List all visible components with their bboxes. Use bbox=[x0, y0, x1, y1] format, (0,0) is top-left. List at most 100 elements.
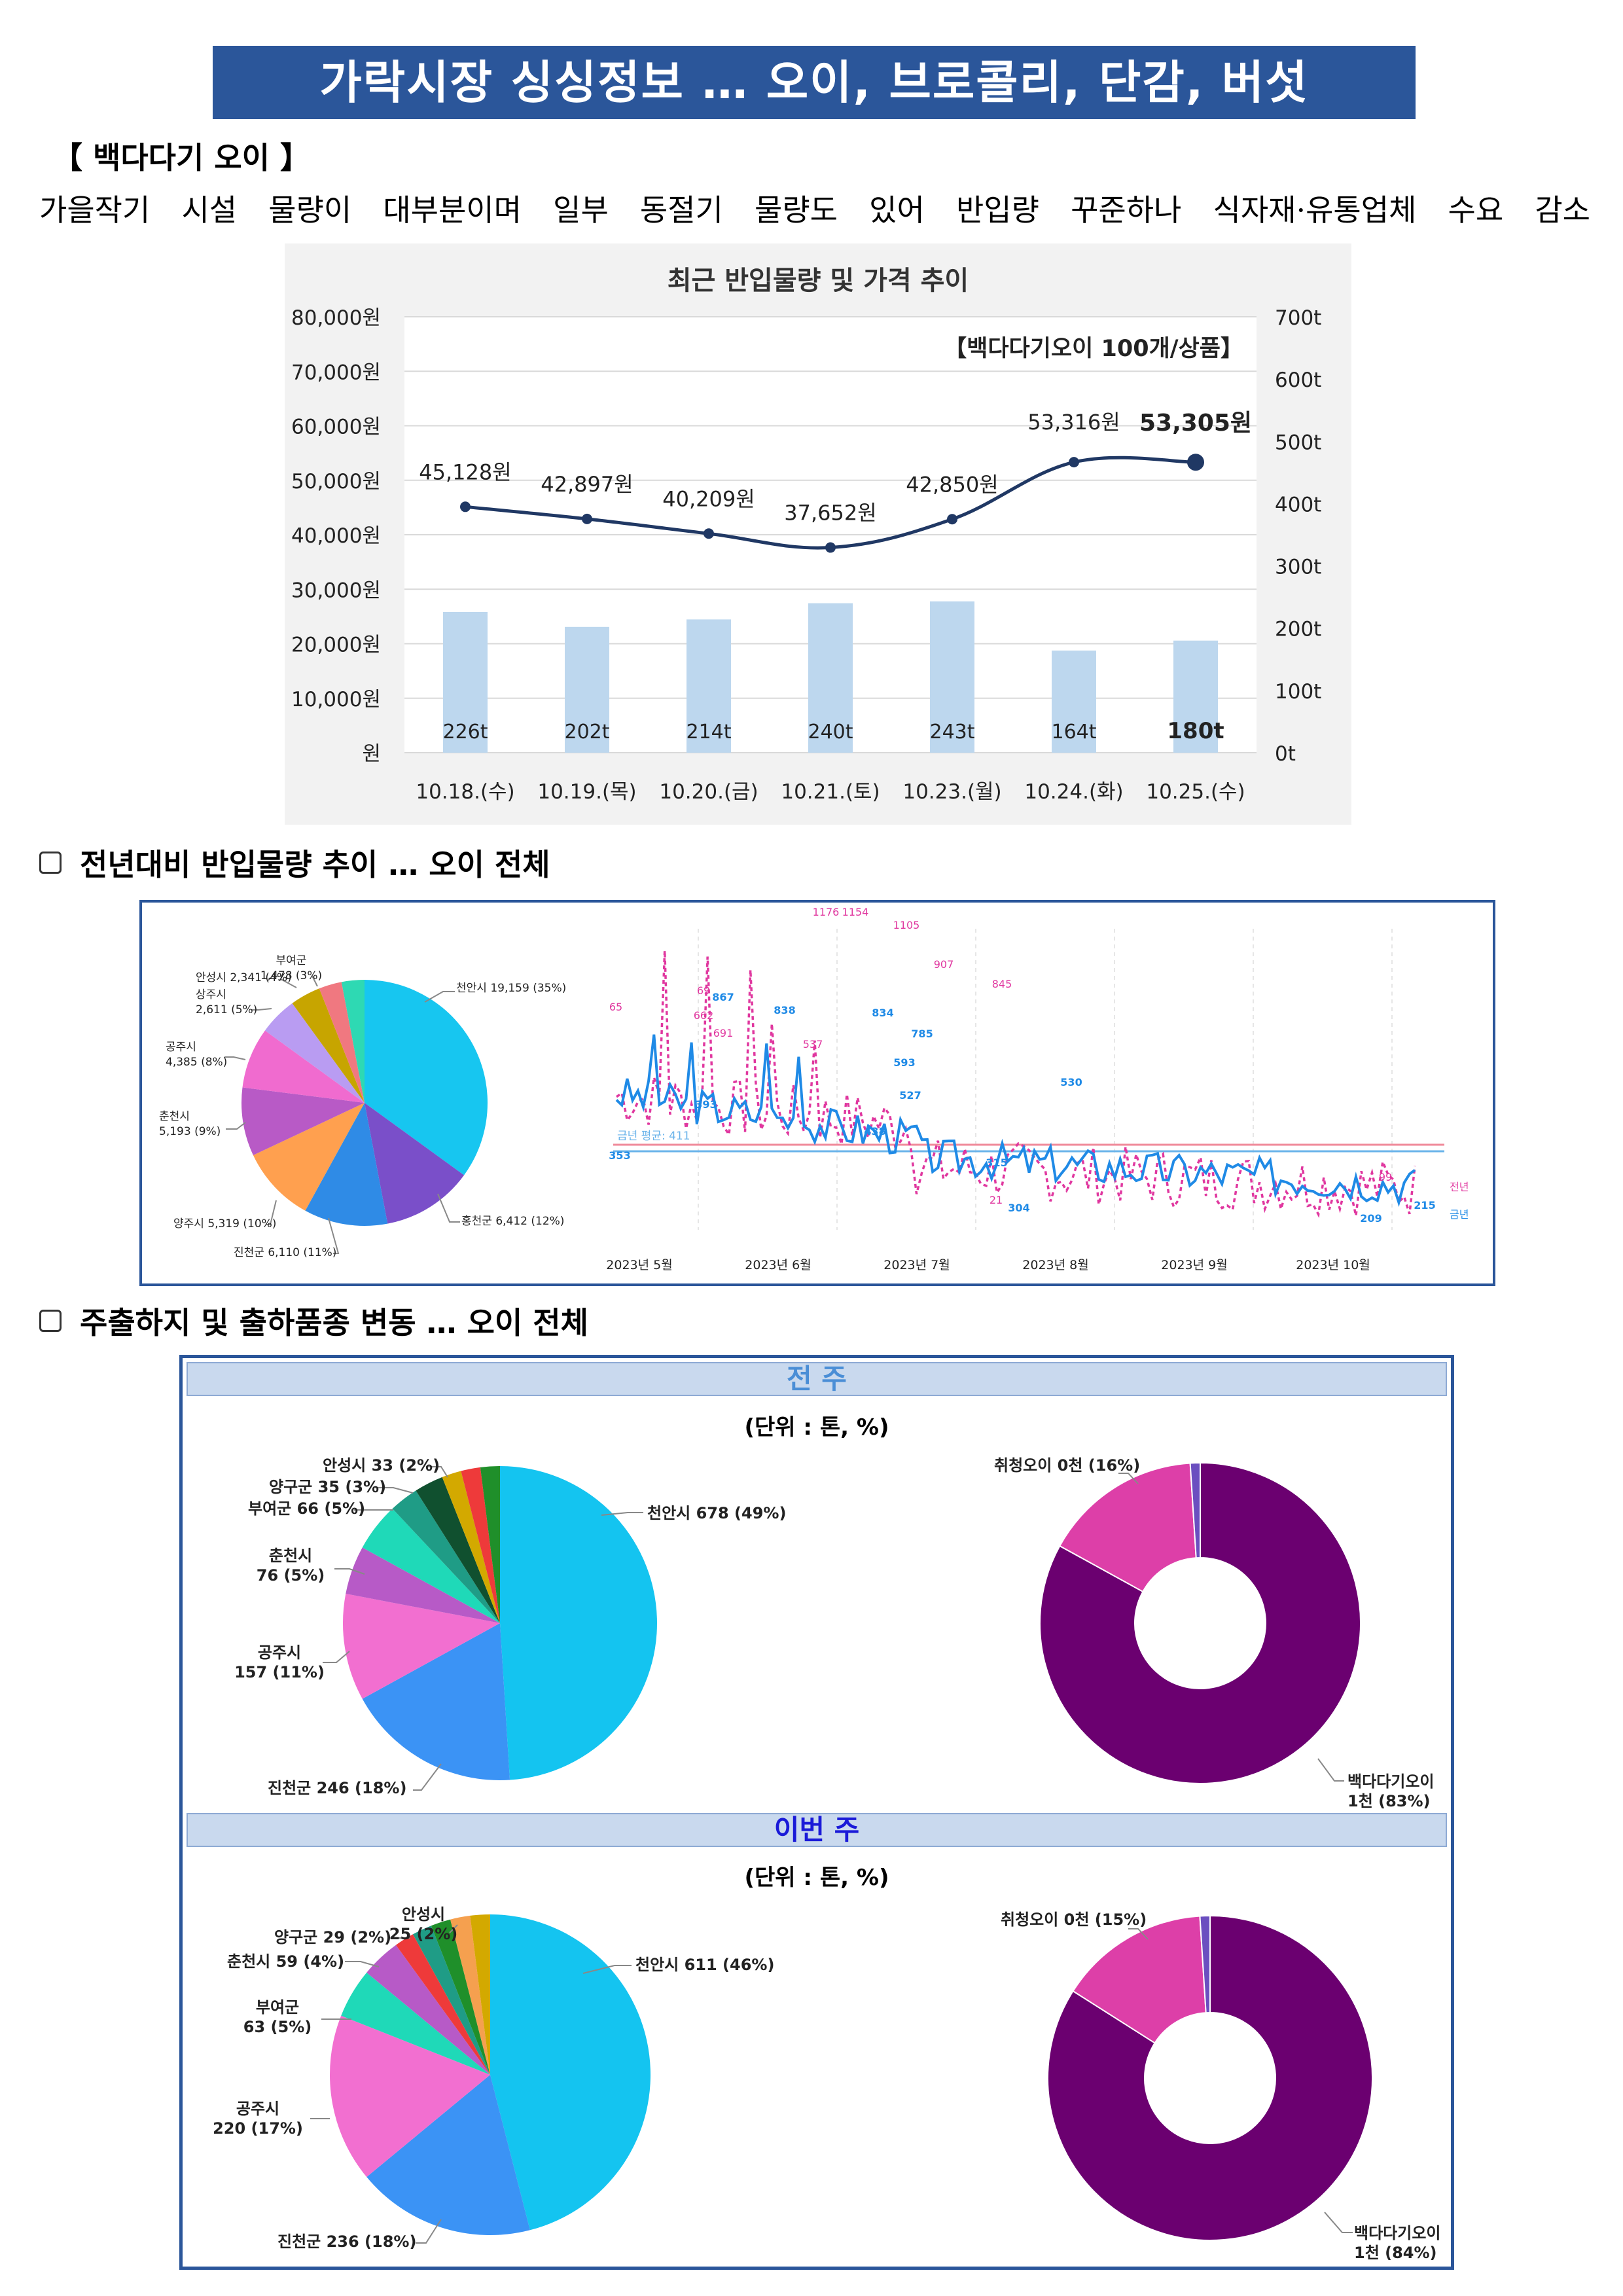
cur-point-label: 215 bbox=[1414, 1199, 1435, 1211]
y-right-tick-label: 0t bbox=[1275, 742, 1296, 766]
leader-line bbox=[601, 1512, 643, 1516]
this-week-donut-slice bbox=[1072, 1915, 1207, 2044]
section-heading: 【 백다다기 오이 】 bbox=[52, 140, 310, 175]
prev-point-label: 691 bbox=[713, 1027, 734, 1039]
this-week-pie-slice bbox=[412, 1926, 490, 2075]
leader-line bbox=[1324, 2212, 1353, 2233]
price-point bbox=[1069, 457, 1079, 468]
region-pie-label: 양주시 5,319 (10%) bbox=[173, 1217, 276, 1230]
price-volume-chart-svg: 80,000원 70,000원 60,000원 50,000원 40,000원 30,00… bbox=[291, 266, 1321, 804]
leader-line bbox=[413, 1763, 442, 1791]
leader-line bbox=[449, 1924, 458, 1933]
region-pie-slice bbox=[305, 1103, 388, 1226]
legend-prev: 전년 bbox=[1450, 1181, 1469, 1193]
price-point bbox=[825, 542, 836, 553]
y-left-tick-label: 70,000원 bbox=[291, 361, 381, 384]
leader-line bbox=[426, 1466, 448, 1478]
prev-week-donut-label: 취청오이 0천 (16%) bbox=[994, 1456, 1140, 1475]
this-week-pie-label: 진천군 236 (18%) bbox=[277, 2233, 416, 2251]
region-pie-slice bbox=[365, 980, 488, 1175]
prev-week-donut-slice bbox=[1189, 1462, 1201, 1559]
leader-line bbox=[266, 1200, 277, 1225]
shipping-panel: 전 주 (단위 : 톤, %) 이번 주 (단위 : 톤, %) 천안시 678… bbox=[179, 1355, 1454, 2270]
month-label: 2023년 7월 bbox=[883, 1258, 950, 1272]
price-label: 40,209원 bbox=[662, 486, 755, 511]
region-pie-slice bbox=[319, 982, 365, 1103]
y-right-tick-label: 500t bbox=[1275, 431, 1321, 454]
price-volume-chart: 80,000원 70,000원 60,000원 50,000원 40,000원 30,00… bbox=[285, 243, 1351, 825]
y-right-tick-label: 100t bbox=[1275, 680, 1321, 704]
prev-point-label: 1176 bbox=[813, 906, 840, 918]
leader-line bbox=[1118, 1473, 1139, 1484]
region-pie-label: 공주시 bbox=[166, 1041, 196, 1054]
prev-week-pie-slice bbox=[500, 1466, 658, 1780]
this-week-pie-label: 천안시 611 (46%) bbox=[635, 1956, 774, 1974]
prev-week-pie-label: 춘천시 bbox=[269, 1547, 312, 1565]
cur-point-label: 593 bbox=[893, 1056, 915, 1069]
prev-point-label: 1154 bbox=[842, 906, 869, 918]
price-label: 53,316원 bbox=[1027, 410, 1120, 435]
region-pie-label: 부여군 bbox=[276, 954, 307, 967]
prev-week-pie-label: 76 (5%) bbox=[257, 1566, 325, 1585]
y-right-tick-label: 200t bbox=[1275, 618, 1321, 641]
cur-point-label: 438 bbox=[864, 1125, 885, 1138]
week-prev-unit: (단위 : 톤, %) bbox=[744, 1414, 889, 1441]
prev-week-donut-label: 백다다기오이 bbox=[1347, 1772, 1434, 1791]
leader-line bbox=[334, 1568, 365, 1575]
checkbox-icon bbox=[39, 1310, 62, 1332]
cur-point-label: 304 bbox=[1008, 1202, 1029, 1214]
volume-label: 243t bbox=[929, 721, 974, 744]
volume-label: 164t bbox=[1051, 721, 1096, 744]
prev-point-label: 662 bbox=[694, 1009, 714, 1022]
prev-point-label: 845 bbox=[992, 978, 1012, 990]
checkbox-icon bbox=[39, 852, 62, 874]
prev-week-pie-slice bbox=[461, 1467, 500, 1623]
prev-week-pie-slice bbox=[416, 1477, 500, 1623]
page-title: 가락시장 싱싱정보 … 오이, 브로콜리, 단감, 버섯 bbox=[213, 46, 1416, 119]
price-label: 53,305원 bbox=[1139, 410, 1252, 437]
cur-point-label: 530 bbox=[1060, 1076, 1082, 1088]
region-pie-label: 4,385 (8%) bbox=[166, 1056, 227, 1069]
leader-line bbox=[424, 991, 455, 1003]
region-pie-label: 상주시 bbox=[196, 988, 226, 1001]
y-left-tick-label: 60,000원 bbox=[291, 416, 381, 439]
prev-week-pie-slice bbox=[362, 1509, 500, 1623]
cur-point-label: 834 bbox=[872, 1007, 893, 1019]
region-pie-label: 춘천시 bbox=[159, 1110, 190, 1123]
y-left-tick-label: 30,000원 bbox=[291, 579, 381, 602]
y-right-tick-label: 600t bbox=[1275, 368, 1321, 392]
region-pie-slice bbox=[241, 1087, 365, 1156]
price-label: 42,897원 bbox=[541, 472, 633, 497]
leader-line bbox=[437, 1193, 460, 1223]
cur-point-label: 785 bbox=[911, 1028, 933, 1040]
month-label: 2023년 9월 bbox=[1161, 1258, 1227, 1272]
y-left-tick-label: 10,000원 bbox=[291, 688, 381, 711]
prev-point-label: 1105 bbox=[893, 919, 920, 931]
volume-label: 202t bbox=[564, 721, 609, 744]
prev-point-label: 21 bbox=[990, 1194, 1003, 1206]
volume-bar bbox=[687, 619, 731, 753]
this-week-pie-slice bbox=[450, 1915, 490, 2075]
leader-line bbox=[345, 1961, 380, 1967]
prev-week-donut-label: 1천 (83%) bbox=[1347, 1792, 1431, 1810]
leader-line bbox=[312, 975, 318, 987]
section-description: 가을작기 시설 물량이 대부분이며 일부 동절기 물량도 있어 반입량 꾸준하나… bbox=[39, 192, 1590, 228]
region-pie-label: 1,478 (3%) bbox=[260, 969, 322, 982]
this-week-donut-label: 백다다기오이 bbox=[1354, 2224, 1440, 2242]
x-tick-label: 10.18.(수) bbox=[416, 780, 514, 804]
this-week-pie-slice bbox=[431, 1919, 490, 2075]
prev-week-donut-slice bbox=[1039, 1462, 1361, 1784]
line-series-prev bbox=[616, 950, 1416, 1219]
y-right-tick-label: 400t bbox=[1275, 493, 1321, 516]
price-point bbox=[947, 514, 957, 525]
prev-week-pie-label: 양구군 35 (3%) bbox=[269, 1478, 386, 1496]
y-left-tick-label: 40,000원 bbox=[291, 524, 381, 548]
this-week-donut-label: 1천 (84%) bbox=[1354, 2244, 1437, 2262]
volume-trend-heading: 전년대비 반입물량 추이 … 오이 전체 bbox=[39, 841, 550, 884]
y-left-tick-label: 80,000원 bbox=[291, 306, 381, 330]
leader-line bbox=[226, 1122, 246, 1130]
this-week-pie-label: 공주시 bbox=[236, 2100, 279, 2118]
prev-week-pie-label: 157 (11%) bbox=[234, 1663, 325, 1681]
price-point bbox=[1187, 454, 1204, 471]
